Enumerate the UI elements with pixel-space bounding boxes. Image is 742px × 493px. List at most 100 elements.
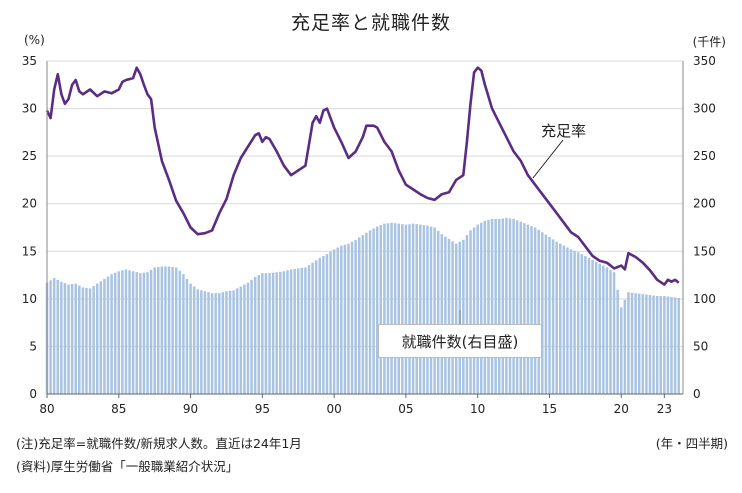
bar	[361, 235, 365, 394]
right-tick-label: 350	[693, 54, 716, 68]
bar	[533, 227, 537, 394]
bar	[196, 289, 199, 394]
bar	[494, 218, 497, 394]
bar	[271, 272, 275, 394]
source-note: (資料)厚生労働省「一般職業紹介状況」	[16, 459, 239, 474]
bar	[207, 292, 210, 394]
bar	[78, 285, 81, 394]
bar	[279, 271, 282, 394]
bar	[469, 230, 472, 394]
bar	[584, 256, 587, 394]
bar	[648, 295, 652, 394]
bar	[210, 293, 214, 394]
bar	[411, 223, 415, 394]
bar	[591, 259, 594, 394]
bar	[487, 219, 490, 394]
bar	[174, 267, 178, 394]
right-tick-label: 200	[693, 197, 716, 211]
x-tick-label: 15	[542, 402, 557, 416]
bar	[566, 247, 569, 394]
left-tick-label: 25	[22, 149, 37, 163]
bar	[465, 235, 469, 394]
line-series-label: 充足率	[541, 122, 587, 140]
x-tick-label: 20	[614, 402, 629, 416]
bar	[329, 251, 332, 394]
left-tick-label: 15	[22, 244, 37, 258]
bar	[523, 223, 526, 394]
bar	[185, 278, 189, 394]
bar	[634, 293, 637, 394]
bar	[142, 272, 146, 394]
bar	[623, 299, 627, 394]
bar	[663, 296, 666, 394]
bar	[106, 276, 110, 394]
bar	[462, 239, 465, 394]
chart-title: 充足率と就職件数	[290, 12, 451, 34]
bar	[677, 297, 680, 394]
bar	[447, 238, 451, 394]
bar	[569, 249, 573, 394]
bar	[289, 269, 293, 394]
bar	[379, 225, 383, 394]
x-tick-label: 10	[470, 402, 485, 416]
bar	[232, 290, 235, 394]
bar	[515, 220, 519, 394]
bar	[358, 237, 361, 394]
bar	[146, 272, 149, 394]
bar	[246, 282, 250, 394]
bar	[476, 224, 479, 394]
bar	[192, 286, 196, 394]
bar	[153, 267, 156, 394]
bar	[454, 243, 458, 394]
bar	[160, 266, 164, 394]
bar	[343, 244, 347, 394]
bar	[293, 268, 296, 394]
left-tick-label: 0	[29, 387, 37, 401]
bar	[497, 218, 501, 394]
bar	[612, 272, 616, 394]
bar	[200, 290, 203, 394]
bar	[598, 263, 601, 394]
bar	[354, 239, 357, 394]
right-tick-label: 150	[693, 244, 716, 258]
bar	[63, 283, 67, 394]
bar	[311, 262, 314, 394]
bar	[390, 222, 393, 394]
bar	[587, 257, 591, 394]
bar	[171, 266, 174, 394]
x-tick-label: 90	[183, 402, 198, 416]
bar	[620, 307, 623, 394]
bar	[383, 223, 386, 394]
bar	[655, 296, 659, 394]
bar	[221, 292, 225, 394]
bar	[124, 269, 128, 394]
bar	[602, 265, 605, 394]
bar	[429, 226, 433, 394]
bar	[182, 274, 185, 394]
bar	[243, 284, 246, 394]
bar	[397, 223, 400, 394]
bar	[225, 291, 228, 394]
bar	[408, 224, 411, 394]
bar	[92, 286, 95, 394]
bar	[558, 243, 562, 394]
bar	[490, 218, 494, 394]
bar	[167, 266, 171, 394]
right-tick-label: 250	[693, 149, 716, 163]
bar	[300, 267, 304, 394]
bar	[250, 279, 253, 394]
bar	[365, 232, 368, 394]
line-series-fill-rate	[45, 66, 680, 324]
bar	[483, 220, 487, 394]
bar	[594, 261, 598, 394]
bar	[239, 286, 243, 394]
bar	[350, 241, 354, 394]
bar	[257, 275, 261, 394]
bar	[214, 293, 217, 394]
bar	[52, 277, 56, 394]
bar	[433, 227, 436, 394]
bar	[110, 274, 113, 394]
left-tick-label: 35	[22, 54, 37, 68]
